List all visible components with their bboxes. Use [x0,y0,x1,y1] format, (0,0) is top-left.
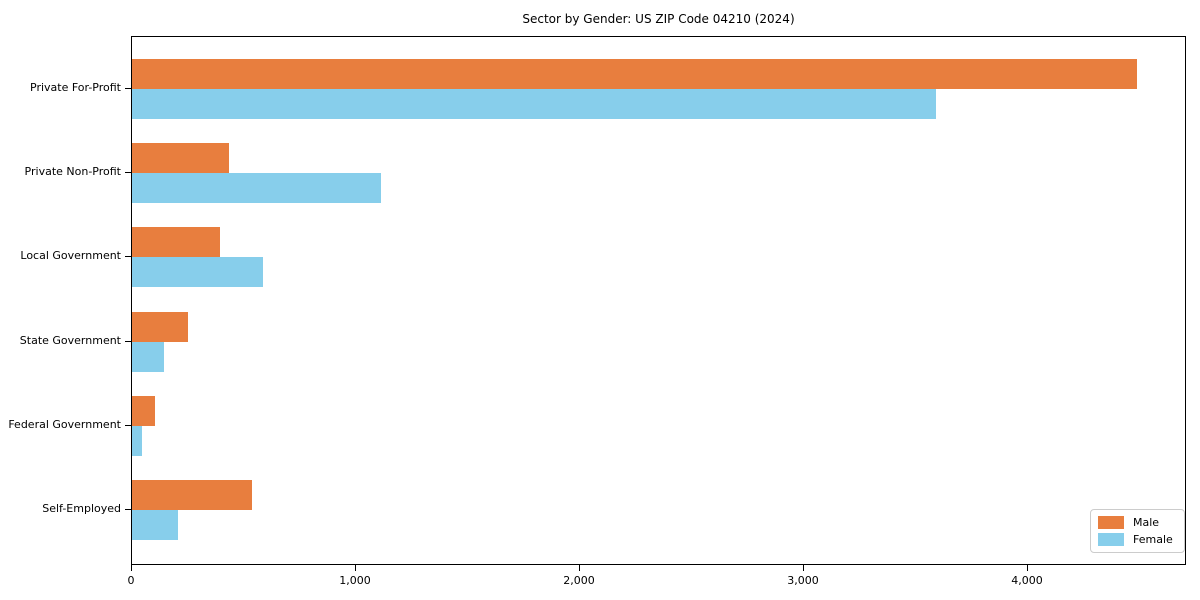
category-label-2: Local Government [20,249,121,263]
xtick-mark-3 [802,565,804,571]
category-label-0: Private For-Profit [30,81,121,94]
chart-title: Sector by Gender: US ZIP Code 04210 (202… [522,12,795,26]
bar-male-5 [132,480,253,510]
ytick-mark-1 [125,172,131,174]
legend-item-female: Female [1098,533,1173,546]
bar-female-1 [132,173,382,204]
legend-label-female: Female [1133,533,1173,546]
xtick-mark-4 [1026,565,1028,571]
category-label-4: Federal Government [8,417,121,431]
xtick-label-3: 3,000 [787,574,819,587]
ytick-mark-2 [125,256,131,258]
bar-female-3 [132,341,165,372]
legend-swatch-male [1098,516,1124,529]
ytick-mark-4 [125,424,131,426]
bar-male-3 [132,311,188,342]
legend-item-male: Male [1098,516,1173,529]
bar-female-4 [132,425,143,456]
category-label-3: State Government [19,333,121,347]
category-label-1: Private Non-Profit [24,165,121,179]
xtick-mark-2 [578,565,580,571]
bar-male-1 [132,143,229,174]
xtick-label-0: 0 [127,574,135,587]
xtick-label-1: 1,000 [339,574,371,587]
ytick-mark-0 [125,88,131,89]
bar-female-2 [132,257,264,288]
legend-label-male: Male [1133,516,1160,529]
bar-male-0 [132,59,1137,89]
ytick-mark-5 [125,509,131,510]
bar-male-2 [132,227,221,258]
bar-female-5 [132,510,178,540]
xtick-mark-0 [131,565,132,571]
ytick-mark-3 [125,340,131,342]
xtick-label-2: 2,000 [563,574,595,587]
xtick-mark-1 [354,565,356,571]
bar-male-4 [132,395,156,426]
xtick-label-4: 4,000 [1011,574,1043,587]
legend: Male Female [1090,509,1185,553]
plot-area [131,36,1186,565]
legend-swatch-female [1098,533,1124,546]
bar-female-0 [132,89,936,119]
category-label-5: Self-Employed [42,502,121,515]
